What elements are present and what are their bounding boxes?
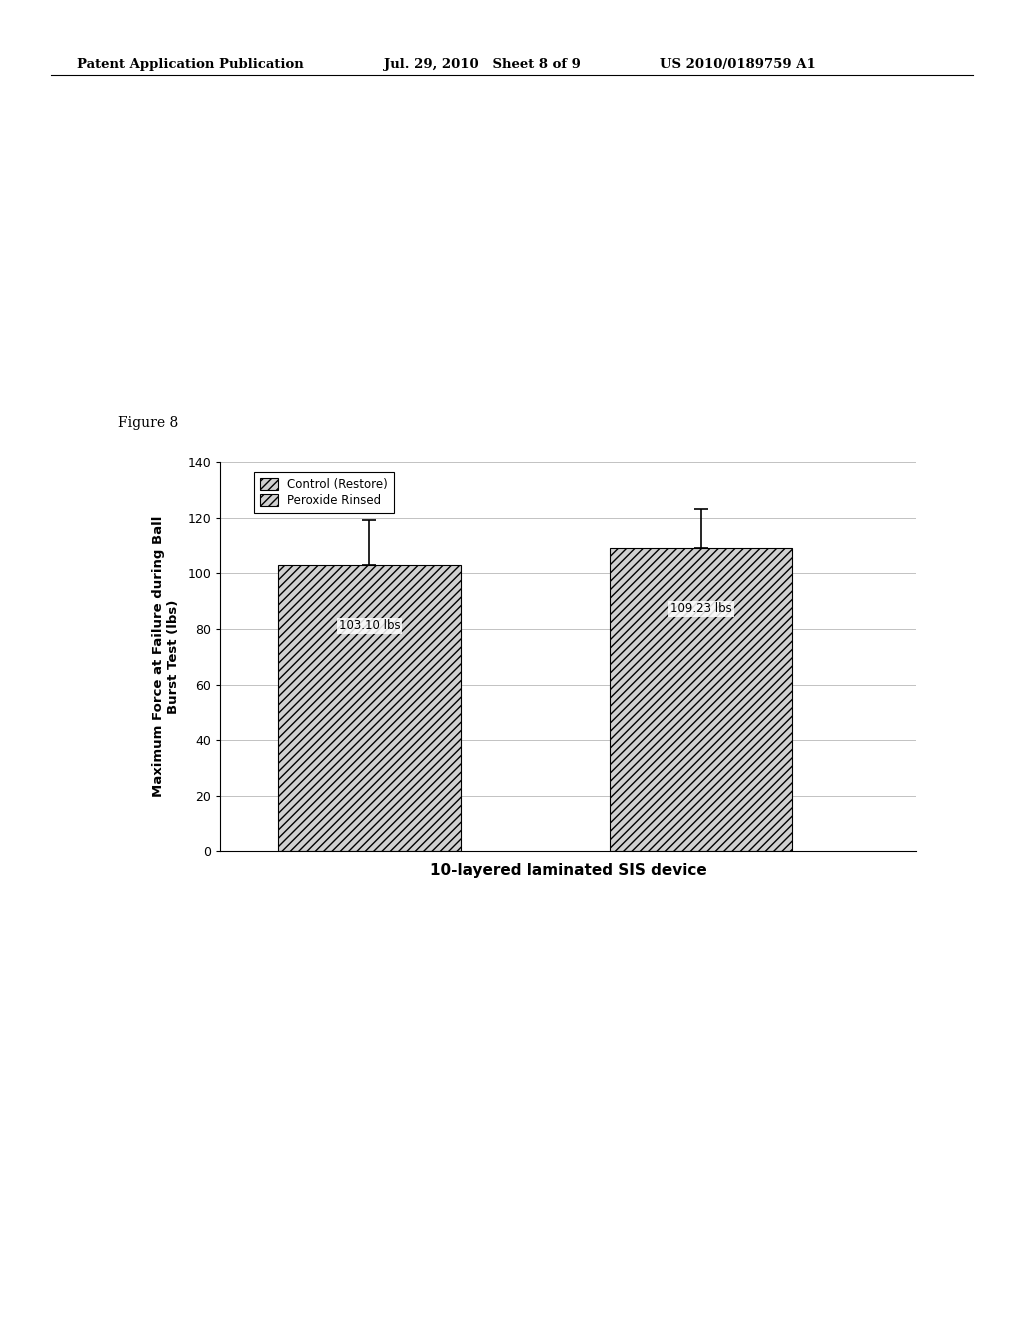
Text: US 2010/0189759 A1: US 2010/0189759 A1 (660, 58, 816, 71)
Text: Figure 8: Figure 8 (118, 416, 178, 430)
Legend: Control (Restore), Peroxide Rinsed: Control (Restore), Peroxide Rinsed (254, 471, 393, 513)
Bar (609, 548, 793, 851)
Text: 109.23 lbs: 109.23 lbs (670, 602, 732, 615)
Text: Jul. 29, 2010   Sheet 8 of 9: Jul. 29, 2010 Sheet 8 of 9 (384, 58, 581, 71)
X-axis label: 10-layered laminated SIS device: 10-layered laminated SIS device (430, 862, 707, 878)
Y-axis label: Maximum Force at Failure during Ball
Burst Test (lbs): Maximum Force at Failure during Ball Bur… (153, 516, 180, 797)
Bar (279, 565, 461, 851)
Text: Patent Application Publication: Patent Application Publication (77, 58, 303, 71)
Text: 103.10 lbs: 103.10 lbs (339, 619, 400, 632)
